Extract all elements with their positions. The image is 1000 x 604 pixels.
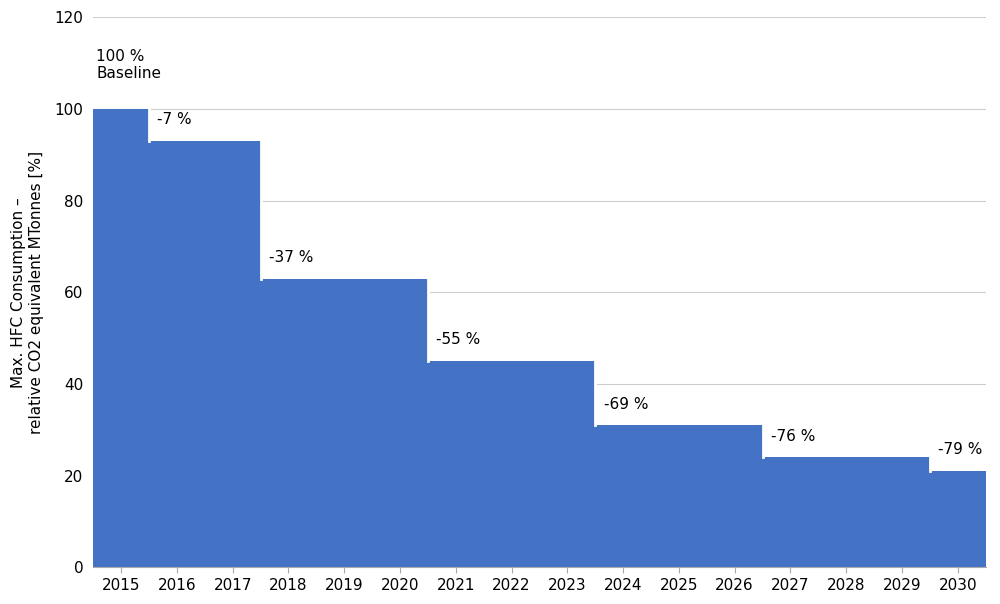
Text: -76 %: -76 % <box>771 429 815 444</box>
Text: -7 %: -7 % <box>157 112 192 127</box>
Bar <box>428 361 484 568</box>
Text: -55 %: -55 % <box>436 332 481 347</box>
Bar <box>874 457 930 568</box>
Text: -79 %: -79 % <box>938 442 983 457</box>
Bar <box>93 109 149 568</box>
Bar <box>707 425 763 568</box>
Bar <box>205 141 261 568</box>
Bar <box>316 278 372 568</box>
Bar <box>595 425 651 568</box>
Text: 100 %
Baseline: 100 % Baseline <box>96 49 161 82</box>
Bar <box>372 278 428 568</box>
Bar <box>930 471 986 568</box>
Text: -69 %: -69 % <box>604 397 648 411</box>
Y-axis label: Max. HFC Consumption –
relative CO2 equivalent MTonnes [%]: Max. HFC Consumption – relative CO2 equi… <box>11 151 44 434</box>
Bar <box>539 361 595 568</box>
Bar <box>818 457 874 568</box>
Bar <box>651 425 707 568</box>
Bar <box>763 457 818 568</box>
Bar <box>149 141 205 568</box>
Bar <box>484 361 539 568</box>
Text: -37 %: -37 % <box>269 250 313 265</box>
Bar <box>261 278 316 568</box>
